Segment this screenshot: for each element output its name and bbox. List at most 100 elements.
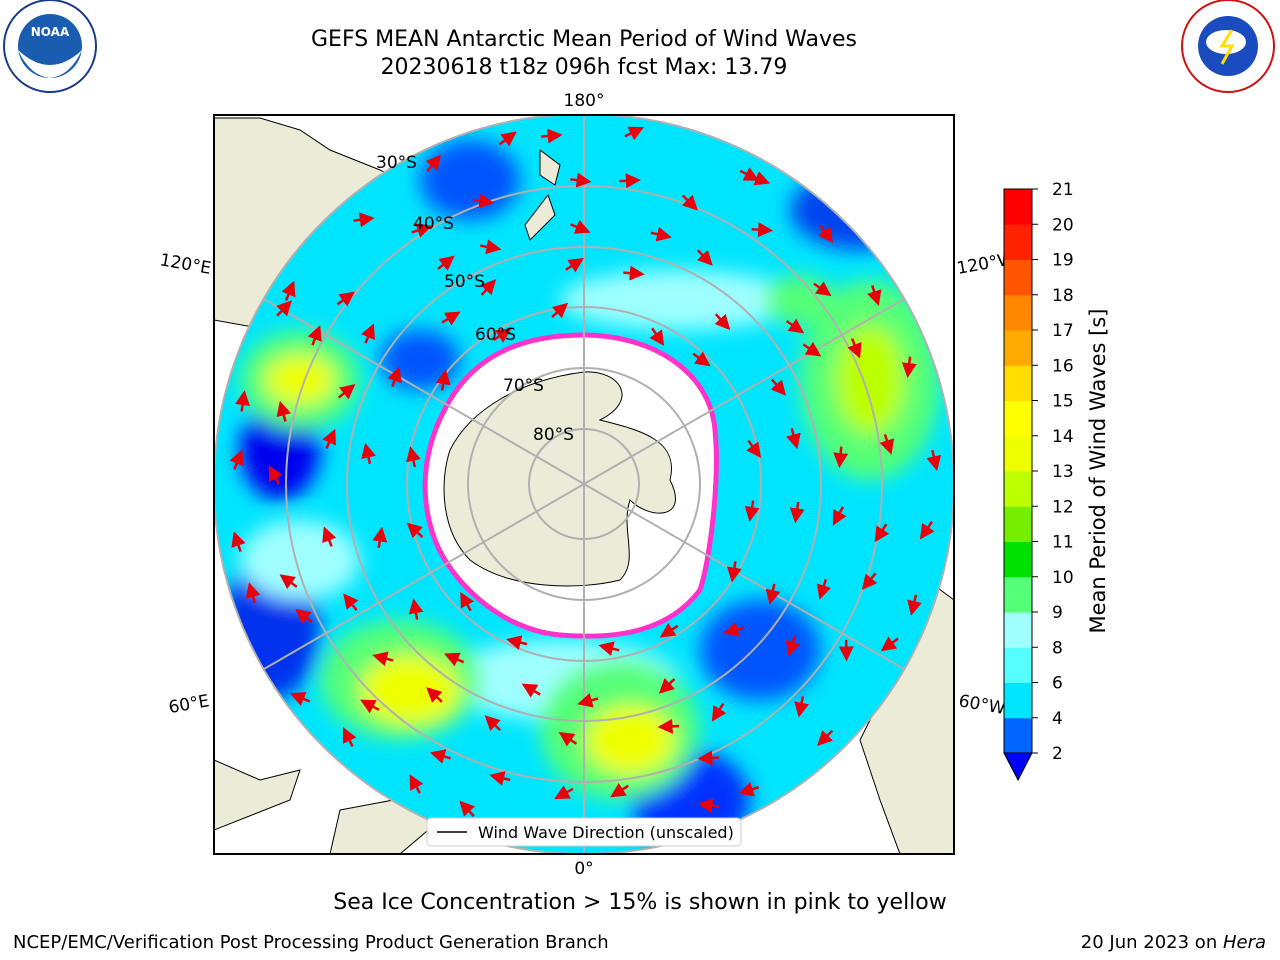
wave-direction-arrow <box>657 718 680 734</box>
lat-label-30s: 30°S <box>376 153 417 173</box>
wave-direction-arrow <box>714 313 731 331</box>
wave-direction-arrow <box>276 400 292 422</box>
footer-date: 20 Jun 2023 on Hera <box>1081 932 1266 953</box>
colorbar-segment <box>1004 541 1032 578</box>
colorbar-segment <box>1004 682 1032 719</box>
colorbar-tick-label: 17 <box>1052 321 1074 341</box>
wind-wave-arrows <box>229 126 942 842</box>
colorbar-segment <box>1004 365 1032 401</box>
wave-direction-arrow <box>268 465 283 485</box>
wave-direction-arrow <box>443 652 465 667</box>
wave-direction-arrow <box>425 154 442 172</box>
wave-direction-arrow <box>623 265 645 281</box>
wave-direction-arrow <box>480 279 497 296</box>
wave-direction-arrow <box>484 715 502 732</box>
wave-direction-arrow <box>907 594 922 616</box>
colorbar-tick-label: 8 <box>1052 638 1063 658</box>
wave-direction-arrow <box>659 623 679 638</box>
wave-direction-arrow <box>435 369 451 391</box>
wave-direction-arrow <box>426 687 443 703</box>
wave-direction-arrow <box>342 727 357 748</box>
wave-direction-arrow <box>726 561 742 583</box>
colorbar-segment <box>1004 471 1032 507</box>
wave-direction-arrow <box>610 782 629 798</box>
wave-direction-arrow <box>926 449 942 472</box>
wave-direction-arrow <box>336 291 355 307</box>
wave-direction-arrow <box>816 579 832 600</box>
colorbar-tick-label: 10 <box>1052 568 1074 588</box>
wave-direction-arrow <box>833 446 849 469</box>
lat-labels: 30°S 40°S 50°S 60°S 70°S 80°S <box>376 153 574 445</box>
wave-direction-arrow <box>409 774 424 794</box>
wave-direction-arrow <box>489 771 511 786</box>
wave-direction-arrow <box>738 782 760 797</box>
colorbar-segment <box>1004 576 1032 613</box>
colorbar-segment <box>1004 612 1032 648</box>
colorbar-segment <box>1004 189 1032 225</box>
wave-direction-arrow <box>289 692 311 706</box>
lon-label-0: 0° <box>574 859 593 879</box>
wave-direction-arrow <box>565 258 584 273</box>
wave-direction-arrow <box>480 239 502 255</box>
wave-direction-arrow <box>245 582 261 604</box>
lon-label-60w: 60°W <box>957 691 1007 719</box>
chart-title: GEFS MEAN Antarctic Mean Period of Wind … <box>311 27 857 52</box>
wave-direction-arrow <box>847 338 862 359</box>
wave-direction-arrow <box>408 598 424 620</box>
wave-direction-arrow <box>901 356 917 379</box>
colorbar-segment <box>1004 294 1032 331</box>
wave-direction-arrow <box>322 428 336 449</box>
nws-logo <box>1181 0 1275 93</box>
colorbar-segment <box>1004 435 1032 472</box>
colorbar-segment <box>1004 330 1032 366</box>
colorbar-tick-label: 6 <box>1052 674 1063 694</box>
wave-direction-arrow <box>751 222 774 238</box>
wave-direction-arrow <box>879 433 895 455</box>
wave-direction-arrow <box>322 526 337 547</box>
wave-direction-arrow <box>492 328 512 343</box>
colorbar-segment <box>1004 506 1032 542</box>
colorbar-segment <box>1004 400 1032 437</box>
wave-direction-arrow <box>411 223 433 238</box>
footer-host: Hera <box>1222 932 1266 953</box>
wave-direction-arrow <box>861 572 878 590</box>
lon-label-120e: 120°E <box>158 250 212 279</box>
footer-credit: NCEP/EMC/Verification Post Processing Pr… <box>13 932 609 953</box>
wave-direction-arrow <box>832 506 847 526</box>
wave-direction-arrow <box>786 428 801 450</box>
wave-direction-arrow <box>867 285 882 306</box>
lat-label-60s: 60°S <box>475 325 516 345</box>
wave-direction-arrow <box>744 500 760 522</box>
wave-direction-arrow <box>406 446 421 468</box>
wave-direction-arrow <box>658 678 676 694</box>
colorbar-tick-label: 9 <box>1052 603 1063 623</box>
wave-direction-arrow <box>554 785 574 800</box>
colorbar-tick-label: 15 <box>1052 392 1074 412</box>
footer-date-text: 20 Jun 2023 on <box>1080 932 1223 953</box>
wave-direction-arrow <box>570 172 592 188</box>
wave-direction-arrow <box>472 193 495 209</box>
wave-direction-arrow <box>802 341 822 357</box>
wave-direction-arrow <box>441 311 461 326</box>
wave-direction-arrow <box>343 593 359 611</box>
lat-label-40s: 40°S <box>413 214 454 234</box>
wave-direction-arrow <box>281 280 296 301</box>
sea-ice-caption: Sea Ice Concentration > 15% is shown in … <box>333 890 947 915</box>
wave-direction-arrow <box>619 173 641 189</box>
lon-label-180: 180° <box>564 91 605 111</box>
colorbar-segment <box>1004 259 1032 296</box>
wave-direction-arrow <box>577 693 599 708</box>
colorbar-tick-label: 16 <box>1052 356 1074 376</box>
lat-label-50s: 50°S <box>444 272 485 292</box>
wave-direction-arrow <box>498 131 517 147</box>
wave-direction-arrow <box>818 225 834 243</box>
noaa-logo-text: NOAA <box>31 25 70 39</box>
colorbar-under-arrow <box>1003 752 1033 782</box>
wave-direction-arrow <box>406 522 424 539</box>
wave-direction-arrow <box>295 608 313 625</box>
wave-direction-arrow <box>429 749 451 764</box>
colorbar-tick-label: 12 <box>1052 497 1074 517</box>
wave-direction-arrow <box>360 699 380 714</box>
wave-direction-arrow <box>353 212 375 228</box>
